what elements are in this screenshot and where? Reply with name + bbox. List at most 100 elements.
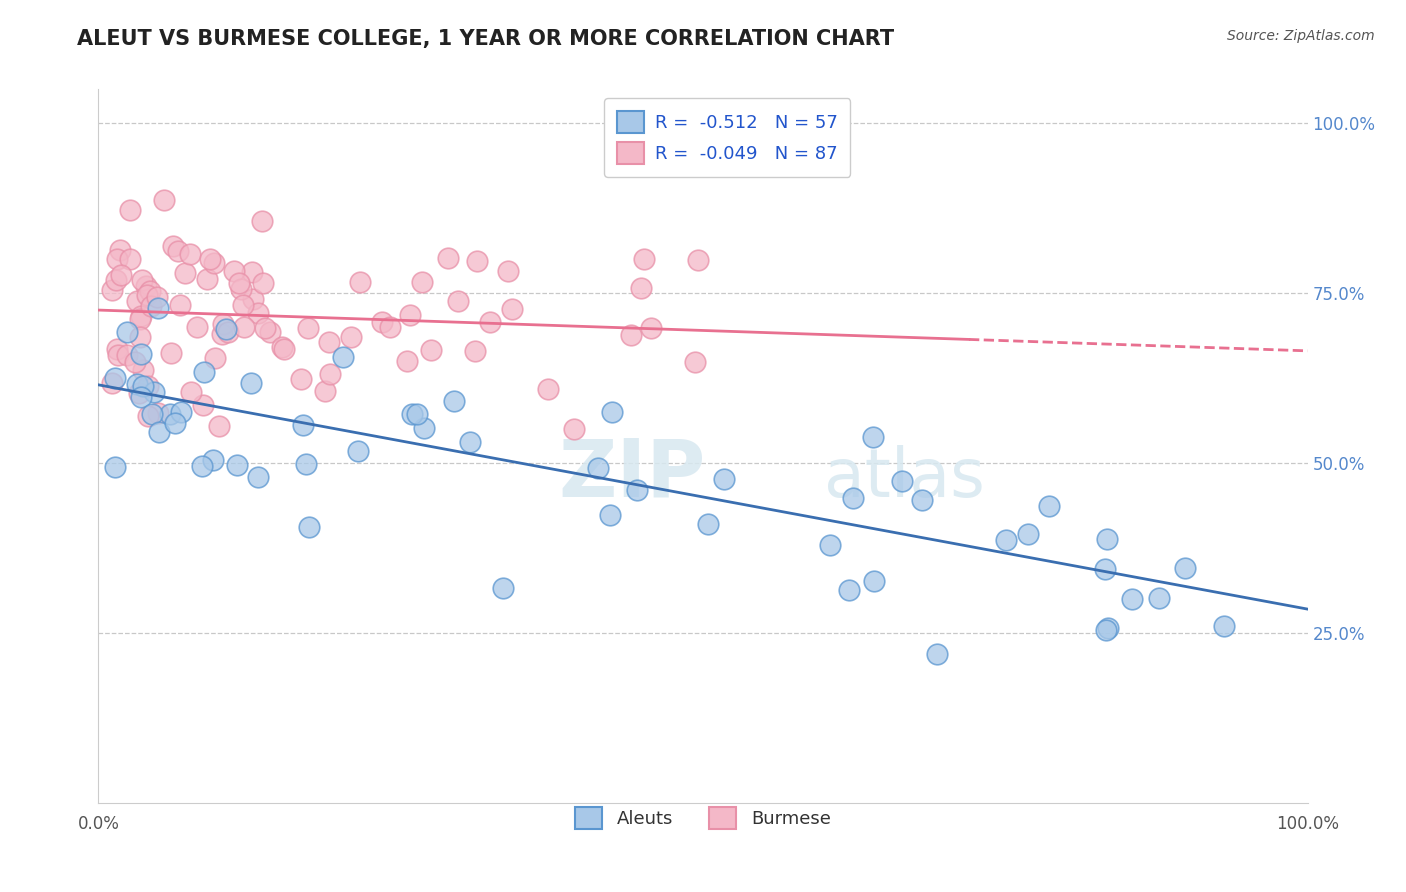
Point [240, 265, 263, 279]
Point [273, 342, 295, 356]
Point [146, 406, 169, 420]
Point [411, 275, 433, 289]
Point [105, 273, 128, 287]
Point [129, 347, 152, 361]
Point [233, 320, 256, 334]
Point [250, 214, 273, 228]
Point [198, 252, 221, 266]
Point [128, 385, 150, 400]
Point [143, 384, 166, 399]
Point [104, 370, 127, 384]
Point [599, 508, 621, 522]
Point [332, 351, 354, 365]
Point [396, 353, 419, 368]
Point [124, 355, 146, 369]
Point [191, 398, 214, 412]
Point [862, 430, 884, 444]
Point [135, 278, 157, 293]
Point [100, 283, 122, 297]
Point [295, 457, 318, 471]
Point [371, 315, 394, 329]
Point [1121, 591, 1143, 606]
Point [1094, 623, 1116, 637]
Point [501, 301, 523, 316]
Point [340, 330, 363, 344]
Text: ZIP: ZIP [558, 435, 706, 514]
Point [259, 325, 281, 339]
Point [211, 326, 233, 341]
Point [842, 491, 865, 505]
Point [225, 458, 247, 473]
Point [380, 319, 402, 334]
Point [1038, 500, 1060, 514]
Point [132, 379, 155, 393]
Point [890, 474, 912, 488]
Point [246, 306, 269, 320]
Point [398, 308, 420, 322]
Point [688, 253, 710, 268]
Text: atlas: atlas [824, 445, 984, 511]
Point [202, 256, 225, 270]
Point [169, 405, 191, 419]
Point [138, 379, 160, 393]
Point [247, 470, 270, 484]
Point [128, 311, 150, 326]
Point [110, 268, 132, 282]
Point [131, 273, 153, 287]
Point [492, 581, 515, 595]
Point [191, 458, 214, 473]
Point [228, 276, 250, 290]
Point [141, 299, 163, 313]
Point [212, 317, 235, 331]
Point [406, 407, 429, 421]
Point [600, 405, 623, 419]
Point [696, 516, 718, 531]
Point [136, 409, 159, 423]
Point [271, 341, 294, 355]
Point [148, 425, 170, 440]
Point [349, 275, 371, 289]
Point [420, 343, 443, 357]
Point [586, 460, 609, 475]
Point [232, 298, 254, 312]
Point [169, 298, 191, 312]
Point [129, 310, 152, 324]
Point [437, 251, 460, 265]
Point [863, 574, 886, 589]
Point [180, 384, 202, 399]
Point [1173, 561, 1195, 575]
Point [319, 368, 342, 382]
Legend: Aleuts, Burmese: Aleuts, Burmese [561, 793, 845, 844]
Point [179, 247, 201, 261]
Point [215, 322, 238, 336]
Point [186, 320, 208, 334]
Text: Source: ZipAtlas.com: Source: ZipAtlas.com [1227, 29, 1375, 43]
Point [620, 328, 643, 343]
Point [163, 417, 186, 431]
Point [927, 648, 949, 662]
Point [231, 282, 253, 296]
Point [159, 408, 181, 422]
Point [298, 520, 321, 534]
Point [125, 293, 148, 308]
Point [217, 325, 239, 339]
Point [193, 365, 215, 379]
Point [911, 492, 934, 507]
Point [132, 363, 155, 377]
Point [633, 252, 655, 266]
Point [125, 377, 148, 392]
Point [104, 460, 127, 475]
Point [994, 533, 1017, 547]
Point [318, 334, 340, 349]
Text: ALEUT VS BURMESE COLLEGE, 1 YEAR OR MORE CORRELATION CHART: ALEUT VS BURMESE COLLEGE, 1 YEAR OR MORE… [77, 29, 894, 48]
Point [105, 252, 128, 266]
Point [136, 288, 159, 302]
Point [239, 376, 262, 391]
Point [115, 348, 138, 362]
Point [291, 417, 314, 432]
Point [447, 293, 470, 308]
Point [464, 344, 486, 359]
Point [347, 443, 370, 458]
Point [107, 348, 129, 362]
Point [683, 355, 706, 369]
